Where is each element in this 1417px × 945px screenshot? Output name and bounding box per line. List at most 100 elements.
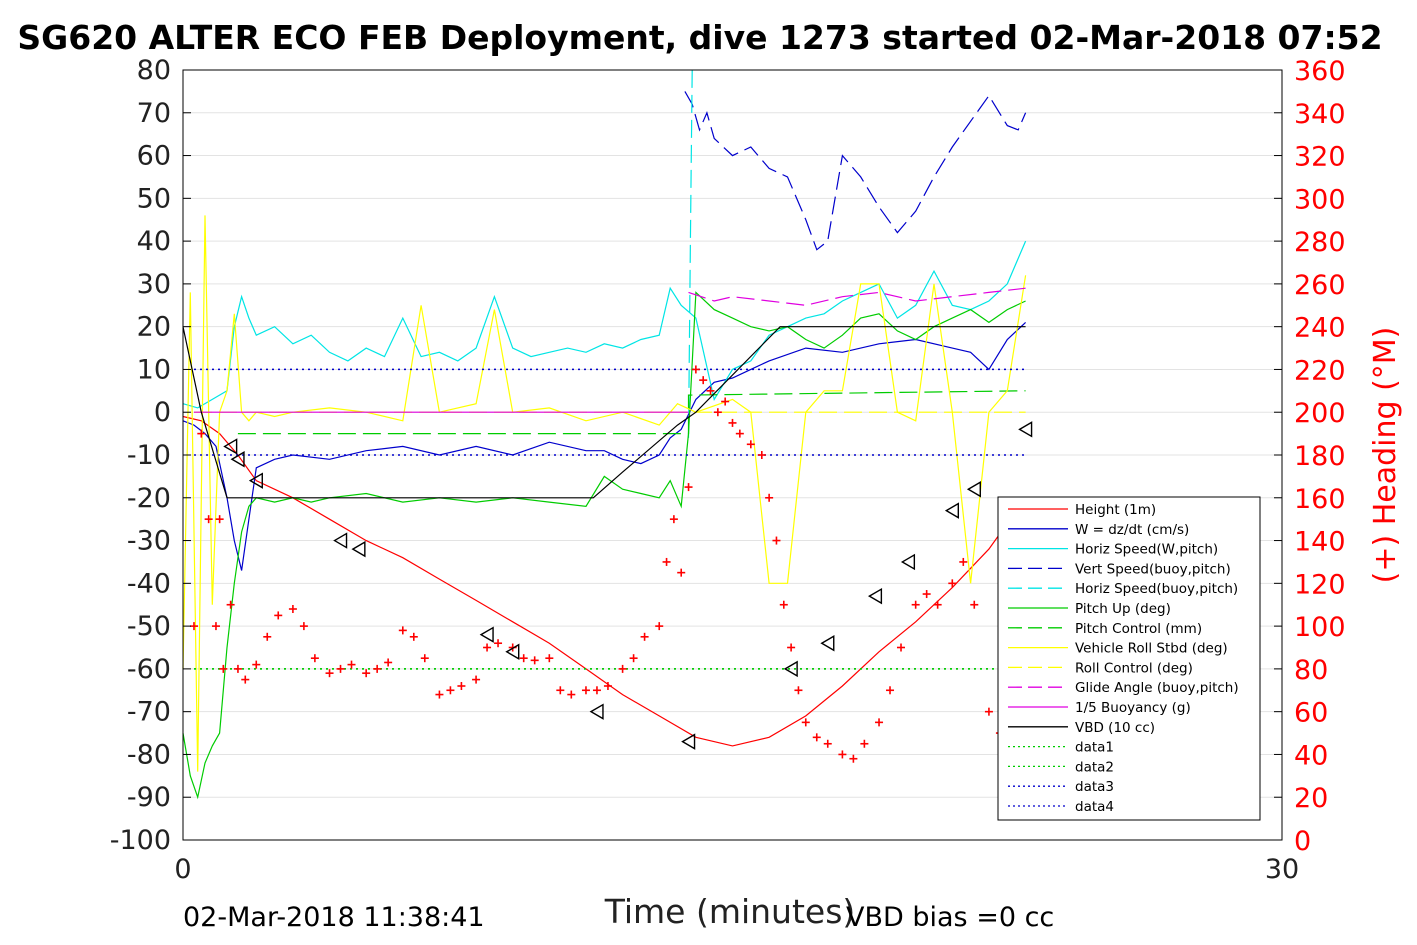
right-tick-label: 260 <box>1294 270 1346 301</box>
heading-point <box>897 643 906 652</box>
series-horiz-speed-buoy-pitch <box>687 69 693 438</box>
heading-point <box>252 660 261 669</box>
left-tick-label: -30 <box>127 526 171 557</box>
legend-box <box>997 496 1261 821</box>
series-horiz-speed-w-pitch <box>182 240 1027 409</box>
triangle-marker <box>479 626 494 643</box>
triangle-marker <box>230 451 245 468</box>
heading-point <box>457 682 466 690</box>
left-tick-label: 30 <box>137 269 171 300</box>
legend-label: Glide Angle (buoy,pitch) <box>1075 680 1239 696</box>
heading-point <box>713 408 722 417</box>
heading-point <box>669 515 678 524</box>
heading-point <box>984 707 993 716</box>
heading-point <box>446 686 455 695</box>
footer-timestamp: 02-Mar-2018 11:38:41 <box>183 902 485 933</box>
heading-point <box>204 515 213 524</box>
heading-point <box>933 600 942 609</box>
triangle-marker <box>351 540 366 558</box>
left-tick-label: 20 <box>137 312 171 343</box>
legend-label: data1 <box>1075 740 1114 756</box>
heading-point <box>211 622 220 631</box>
heading-point <box>886 686 895 695</box>
triangle-marker <box>589 703 604 720</box>
right-tick-label: 320 <box>1294 142 1346 173</box>
x-tick-label: 0 <box>174 854 191 885</box>
left-tick-label: 50 <box>137 183 171 214</box>
left-tick-label: 80 <box>137 55 171 86</box>
heading-point <box>362 669 371 678</box>
heading-point <box>655 622 664 631</box>
heading-point <box>911 600 920 609</box>
heading-point <box>226 600 235 609</box>
heading-point <box>556 686 565 695</box>
right-tick-label: 340 <box>1294 99 1346 130</box>
right-axis: 3603403203002802602402202001801601401201… <box>1274 56 1346 857</box>
heading-point <box>860 739 869 748</box>
right-tick-label: 200 <box>1294 398 1346 429</box>
left-tick-label: 10 <box>137 354 171 385</box>
triangle-marker <box>248 472 263 489</box>
right-tick-label: 0 <box>1294 826 1311 857</box>
triangle-marker <box>966 481 981 498</box>
triangle-marker <box>505 643 520 660</box>
heading-point <box>288 605 297 613</box>
heading-point <box>922 590 931 599</box>
heading-point <box>812 733 821 742</box>
legend: Height (1m) W = dz/dt (cm/s) Horiz Speed(W… <box>997 496 1261 821</box>
heading-point <box>691 365 700 374</box>
series-vbd-10-cc <box>182 326 1026 499</box>
series-vert-speed-buoy-pitch <box>684 91 1027 251</box>
triangle-marker <box>900 553 916 571</box>
heading-point <box>618 664 627 673</box>
heading-point <box>794 686 803 695</box>
right-tick-label: 40 <box>1294 740 1328 771</box>
left-tick-label: 60 <box>137 141 171 172</box>
heading-point <box>823 739 832 748</box>
right-axis-label: (+) Heading (°M) <box>1368 327 1403 584</box>
heading-point <box>215 515 224 524</box>
heading-point <box>483 643 492 652</box>
legend-label: Horiz Speed(buoy,pitch) <box>1075 581 1238 597</box>
legend-label: Pitch Up (deg) <box>1075 601 1171 617</box>
legend-label: Horiz Speed(W,pitch) <box>1075 542 1218 558</box>
right-tick-label: 300 <box>1294 184 1346 215</box>
heading-point <box>197 429 206 438</box>
legend-label: data2 <box>1075 759 1114 775</box>
heading-point <box>706 386 715 395</box>
heading-point <box>310 654 319 663</box>
right-tick-label: 220 <box>1294 355 1346 386</box>
heading-point <box>875 718 884 727</box>
left-tick-label: -10 <box>127 440 171 471</box>
right-tick-label: 140 <box>1294 527 1346 558</box>
triangle-marker <box>820 635 835 652</box>
heading-point <box>948 579 957 588</box>
heading-point <box>662 557 671 566</box>
heading-point <box>241 675 250 684</box>
heading-point <box>721 397 730 406</box>
right-tick-label: 180 <box>1294 441 1346 472</box>
right-tick-label: 20 <box>1294 783 1328 814</box>
heading-point <box>592 686 601 695</box>
heading-point <box>567 690 576 699</box>
heading-point <box>699 376 708 385</box>
heading-point <box>274 611 283 620</box>
triangle-marker <box>681 733 696 750</box>
series-pitch-up-deg <box>182 291 1026 800</box>
heading-point <box>801 718 810 727</box>
heading-point <box>219 664 228 673</box>
heading-point <box>640 632 649 641</box>
heading-point <box>684 483 693 492</box>
triangle-marker <box>223 438 238 455</box>
heading-point <box>373 664 382 673</box>
series-pitch-control-mm <box>237 390 1026 435</box>
left-tick-label: -60 <box>127 654 171 685</box>
heading-point <box>779 600 788 609</box>
right-tick-label: 280 <box>1294 227 1346 258</box>
left-tick-label: 70 <box>137 98 171 129</box>
heading-point <box>849 754 858 763</box>
left-tick-label: -40 <box>127 568 171 599</box>
heading-point <box>233 664 242 673</box>
heading-point <box>959 557 968 566</box>
heading-point <box>435 690 444 699</box>
